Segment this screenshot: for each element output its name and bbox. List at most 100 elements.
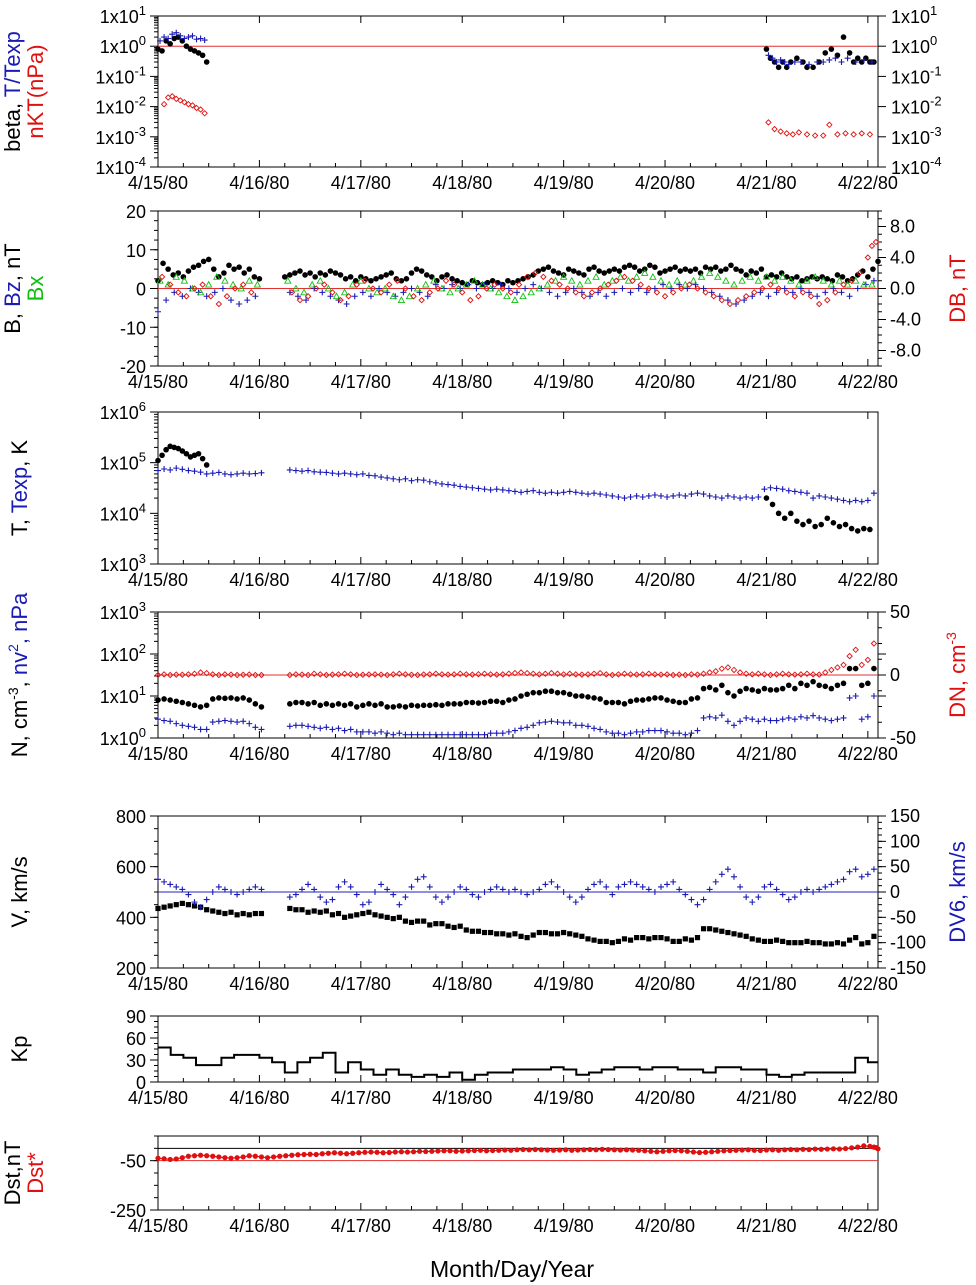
x-tick-label: 4/19/80	[534, 1216, 594, 1236]
data-point	[252, 671, 259, 679]
data-point	[316, 276, 325, 284]
data-point	[518, 933, 524, 939]
data-point	[688, 696, 695, 702]
data-point	[861, 525, 867, 532]
data-point	[629, 277, 636, 284]
data-point	[603, 728, 610, 735]
data-point	[234, 912, 240, 918]
data-point	[167, 41, 173, 47]
tick-label-exponent: -4	[930, 154, 942, 169]
data-point	[365, 472, 372, 479]
data-point	[783, 64, 790, 71]
data-point	[252, 293, 259, 300]
x-tick-label: 4/20/80	[635, 570, 695, 590]
data-point	[161, 465, 168, 472]
data-point	[700, 896, 707, 903]
data-point	[605, 281, 612, 288]
data-point	[758, 266, 765, 272]
data-point	[410, 1149, 417, 1155]
data-point	[281, 274, 288, 280]
data-point	[323, 724, 330, 731]
data-point	[444, 671, 452, 678]
data-point	[228, 297, 235, 304]
data-point	[749, 687, 756, 693]
data-point	[591, 725, 598, 732]
data-point	[469, 731, 476, 738]
y-axis-label-part: Kp	[7, 1036, 32, 1063]
data-point	[163, 446, 169, 453]
data-point	[785, 61, 792, 68]
data-point	[822, 683, 829, 690]
data-point	[161, 717, 168, 724]
data-point	[426, 478, 433, 485]
data-point	[317, 270, 324, 276]
data-point	[367, 293, 374, 300]
y2-tick-label: 50	[890, 857, 910, 877]
data-point	[730, 280, 738, 288]
data-point	[761, 938, 768, 944]
data-point	[390, 475, 397, 482]
data-point	[215, 469, 222, 476]
data-point	[769, 1147, 776, 1153]
data-point	[791, 671, 799, 678]
data-point	[780, 938, 786, 944]
data-point	[475, 894, 482, 901]
data-point	[635, 285, 642, 292]
tick-label: 1x106	[100, 399, 146, 423]
data-point	[548, 718, 555, 725]
data-point	[179, 900, 185, 906]
data-point	[166, 671, 174, 679]
panel-p7: 4/15/80 4/16/80 4/17/80 4/18/80 4/19/80 4/20/…	[0, 1135, 898, 1236]
data-point	[222, 695, 228, 702]
data-point	[706, 713, 713, 720]
data-point	[688, 671, 695, 678]
data-point	[601, 270, 607, 276]
data-point	[816, 492, 823, 499]
data-point	[487, 698, 494, 705]
data-point	[797, 889, 804, 895]
data-point	[773, 485, 780, 492]
data-point	[798, 680, 804, 687]
y-tick-label: 800	[116, 807, 146, 827]
data-point	[179, 1155, 185, 1161]
data-point	[199, 52, 206, 59]
data-point	[420, 702, 427, 709]
data-point	[694, 285, 701, 292]
data-point	[450, 281, 458, 288]
data-point	[834, 131, 841, 138]
data-point	[523, 273, 531, 281]
y-axis-label-part: ,	[7, 675, 32, 687]
data-point	[649, 272, 657, 280]
data-point	[672, 264, 678, 270]
y-axis-label-part: T/Texp	[0, 31, 25, 97]
data-point	[197, 1152, 204, 1158]
data-point	[221, 276, 229, 284]
data-point	[283, 1153, 289, 1159]
x-tick-label: 4/18/80	[432, 744, 492, 764]
data-point	[173, 720, 180, 727]
data-point	[234, 891, 241, 898]
data-point	[499, 730, 506, 737]
data-point	[532, 269, 539, 277]
data-point	[317, 671, 324, 678]
data-point	[258, 671, 265, 679]
data-point	[433, 921, 439, 927]
data-point	[775, 64, 782, 71]
data-point	[540, 273, 547, 281]
data-point	[408, 731, 415, 738]
data-point	[376, 285, 383, 292]
data-point	[481, 929, 488, 936]
data-point	[312, 285, 320, 292]
data-point	[175, 289, 182, 296]
data-point	[779, 486, 786, 493]
data-point	[803, 670, 811, 677]
data-point	[397, 296, 406, 303]
data-point	[832, 55, 839, 62]
data-point	[646, 936, 652, 942]
tick-label: 1x103	[100, 599, 146, 623]
data-point	[445, 481, 452, 488]
data-point	[381, 284, 389, 292]
data-point	[591, 695, 597, 701]
data-point	[726, 300, 734, 308]
data-point	[311, 886, 318, 893]
